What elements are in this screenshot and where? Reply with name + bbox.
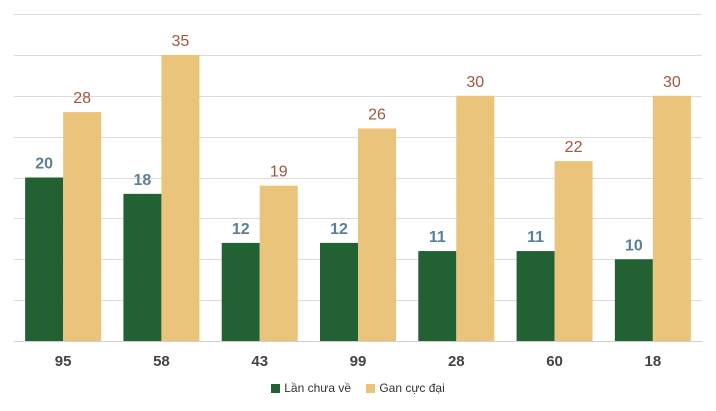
legend-label-gan-cuc-dai: Gan cực đại: [379, 380, 445, 395]
data-label-lan-chua-ve: 12: [232, 221, 250, 238]
data-label-gan-cuc-dai: 22: [565, 139, 583, 156]
x-tick-label: 95: [55, 353, 72, 370]
data-label-lan-chua-ve: 11: [429, 229, 446, 246]
bar-lan-chua-ve: [614, 259, 653, 341]
data-label-gan-cuc-dai: 19: [270, 164, 288, 181]
x-tick-label: 99: [350, 353, 367, 370]
legend-item-lan-chua-ve[interactable]: Lần chưa về: [271, 381, 351, 395]
x-tick-label: 58: [153, 353, 170, 370]
bar-lan-chua-ve: [320, 242, 358, 341]
legend-swatch-lan-chua-ve: [271, 383, 281, 393]
bar-gan-cuc-dai: [63, 112, 102, 341]
data-label-gan-cuc-dai: 35: [172, 33, 190, 50]
bar-lan-chua-ve: [123, 193, 162, 341]
bar-gan-cuc-dai: [358, 128, 396, 341]
legend-swatch-gan-cuc-dai: [366, 383, 376, 393]
x-tick-label: 60: [546, 353, 563, 370]
bar-gan-cuc-dai: [456, 95, 495, 341]
data-label-gan-cuc-dai: 30: [663, 74, 681, 91]
bar-gan-cuc-dai: [259, 185, 298, 341]
x-tick-label: 28: [448, 353, 465, 370]
bar-chart: 20 28 95 18 35 58 12 19 43 12 26 99 11 30 28 11 22 60 10 30…: [14, 14, 702, 370]
bar-lan-chua-ve: [221, 242, 260, 341]
bar-gan-cuc-dai: [652, 95, 691, 341]
data-label-lan-chua-ve: 20: [35, 156, 53, 173]
bar-lan-chua-ve: [516, 251, 555, 341]
legend-label-lan-chua-ve: Lần chưa về: [284, 380, 351, 395]
bar-gan-cuc-dai: [554, 161, 593, 341]
data-label-lan-chua-ve: 12: [330, 221, 348, 238]
bar-gan-cuc-dai: [161, 54, 200, 341]
legend: Lần chưa về Gan cực đại: [0, 380, 716, 395]
data-label-gan-cuc-dai: 26: [368, 106, 386, 123]
x-tick-label: 43: [251, 353, 268, 370]
data-label-gan-cuc-dai: 30: [466, 74, 484, 91]
x-tick-label: 18: [645, 353, 662, 370]
data-label-lan-chua-ve: 10: [625, 237, 643, 254]
bar-lan-chua-ve: [418, 251, 457, 341]
bar-lan-chua-ve: [25, 177, 64, 341]
legend-item-gan-cuc-dai[interactable]: Gan cực đại: [366, 380, 445, 395]
data-label-lan-chua-ve: 18: [134, 172, 152, 189]
data-label-lan-chua-ve: 11: [527, 229, 544, 246]
data-label-gan-cuc-dai: 28: [73, 90, 91, 107]
